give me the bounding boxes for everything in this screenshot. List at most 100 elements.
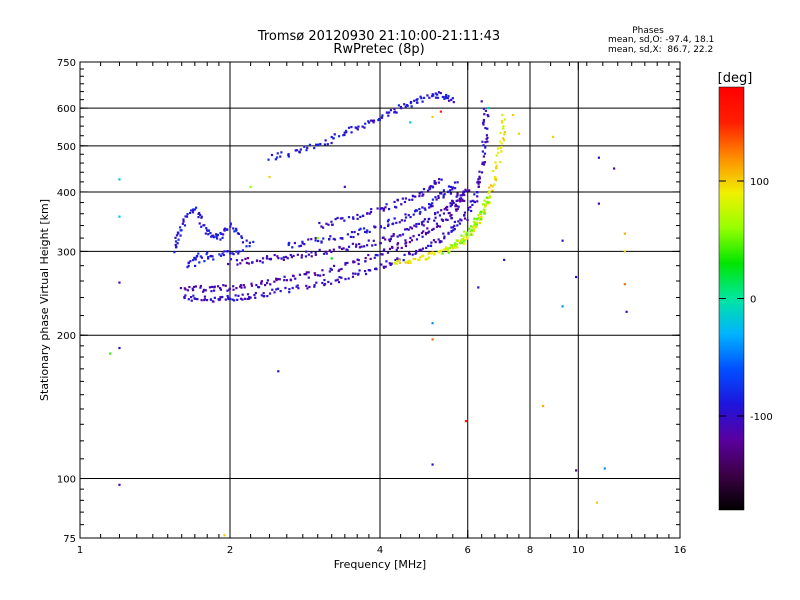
data-point bbox=[469, 200, 472, 203]
data-point bbox=[500, 120, 504, 123]
data-point bbox=[488, 190, 491, 193]
data-point bbox=[457, 205, 460, 208]
data-point bbox=[488, 186, 491, 189]
data-point bbox=[314, 237, 317, 240]
data-point bbox=[494, 179, 498, 182]
data-point bbox=[287, 155, 290, 158]
data-point bbox=[432, 239, 436, 242]
data-point bbox=[484, 141, 487, 144]
data-point bbox=[329, 235, 332, 238]
data-point bbox=[411, 198, 414, 201]
data-point bbox=[459, 200, 462, 203]
data-point bbox=[442, 232, 445, 235]
data-point bbox=[283, 279, 286, 282]
data-point bbox=[442, 194, 445, 197]
data-point bbox=[355, 243, 358, 246]
data-point bbox=[203, 298, 206, 302]
data-point bbox=[193, 208, 197, 211]
data-point bbox=[305, 149, 308, 152]
data-point bbox=[420, 249, 423, 252]
data-point bbox=[239, 262, 242, 265]
data-point bbox=[210, 290, 213, 293]
data-point bbox=[244, 257, 247, 261]
data-point bbox=[486, 113, 489, 117]
data-point bbox=[404, 105, 407, 108]
data-point bbox=[194, 297, 197, 300]
data-point bbox=[482, 120, 485, 123]
data-point bbox=[327, 223, 330, 226]
data-point bbox=[289, 279, 293, 282]
data-point bbox=[431, 198, 435, 201]
data-point bbox=[503, 258, 506, 261]
data-point bbox=[179, 286, 183, 290]
data-point bbox=[456, 192, 459, 195]
data-point bbox=[403, 103, 406, 106]
data-point bbox=[450, 243, 453, 247]
data-point bbox=[222, 253, 225, 257]
data-point bbox=[260, 294, 263, 297]
data-point bbox=[118, 178, 121, 181]
data-point bbox=[275, 277, 278, 280]
data-point bbox=[252, 240, 255, 244]
data-point bbox=[454, 203, 457, 206]
data-point bbox=[367, 120, 370, 123]
data-point bbox=[251, 261, 254, 264]
data-point bbox=[211, 285, 214, 289]
data-point bbox=[379, 207, 382, 211]
data-point bbox=[234, 294, 237, 297]
data-point bbox=[385, 203, 388, 206]
data-point bbox=[246, 256, 250, 260]
data-point bbox=[428, 187, 432, 190]
data-point bbox=[492, 169, 495, 173]
data-point bbox=[274, 158, 277, 161]
data-point bbox=[495, 154, 498, 157]
data-point bbox=[450, 203, 453, 206]
y-tick-labels: 75 100 200 300 400 500 600 750 bbox=[57, 58, 76, 545]
data-point bbox=[357, 125, 360, 128]
data-point bbox=[412, 257, 415, 261]
data-point bbox=[260, 280, 263, 283]
data-point bbox=[380, 253, 383, 256]
data-point bbox=[443, 193, 446, 196]
data-point bbox=[217, 298, 220, 301]
data-point bbox=[313, 272, 316, 275]
data-point bbox=[192, 294, 195, 297]
data-point bbox=[450, 214, 453, 217]
data-point bbox=[200, 256, 204, 259]
data-point bbox=[296, 284, 299, 287]
data-point bbox=[481, 150, 484, 153]
data-point bbox=[437, 238, 440, 241]
data-point bbox=[313, 284, 316, 287]
data-point bbox=[396, 257, 399, 260]
data-point bbox=[597, 202, 601, 205]
data-point bbox=[421, 194, 424, 197]
data-point bbox=[490, 184, 493, 187]
data-point bbox=[240, 286, 243, 289]
data-point bbox=[240, 235, 243, 238]
data-point bbox=[486, 136, 489, 139]
data-point bbox=[443, 235, 446, 238]
data-point bbox=[273, 291, 276, 294]
data-point bbox=[476, 221, 479, 224]
data-point bbox=[385, 111, 389, 114]
data-point bbox=[396, 198, 399, 201]
data-point bbox=[352, 261, 355, 264]
data-point bbox=[470, 229, 474, 232]
data-point bbox=[310, 255, 313, 258]
data-point bbox=[485, 137, 488, 141]
data-point bbox=[437, 91, 441, 94]
data-point bbox=[218, 298, 222, 301]
data-point bbox=[356, 213, 359, 217]
data-point bbox=[494, 161, 497, 164]
data-point bbox=[478, 177, 481, 180]
data-point bbox=[380, 116, 384, 119]
data-point bbox=[359, 227, 362, 230]
data-point bbox=[502, 137, 505, 140]
data-point bbox=[343, 133, 346, 136]
data-point bbox=[391, 245, 394, 249]
data-point bbox=[478, 170, 481, 173]
data-point bbox=[303, 243, 306, 246]
data-point bbox=[480, 217, 483, 221]
data-point bbox=[455, 243, 459, 246]
data-point bbox=[245, 239, 248, 242]
